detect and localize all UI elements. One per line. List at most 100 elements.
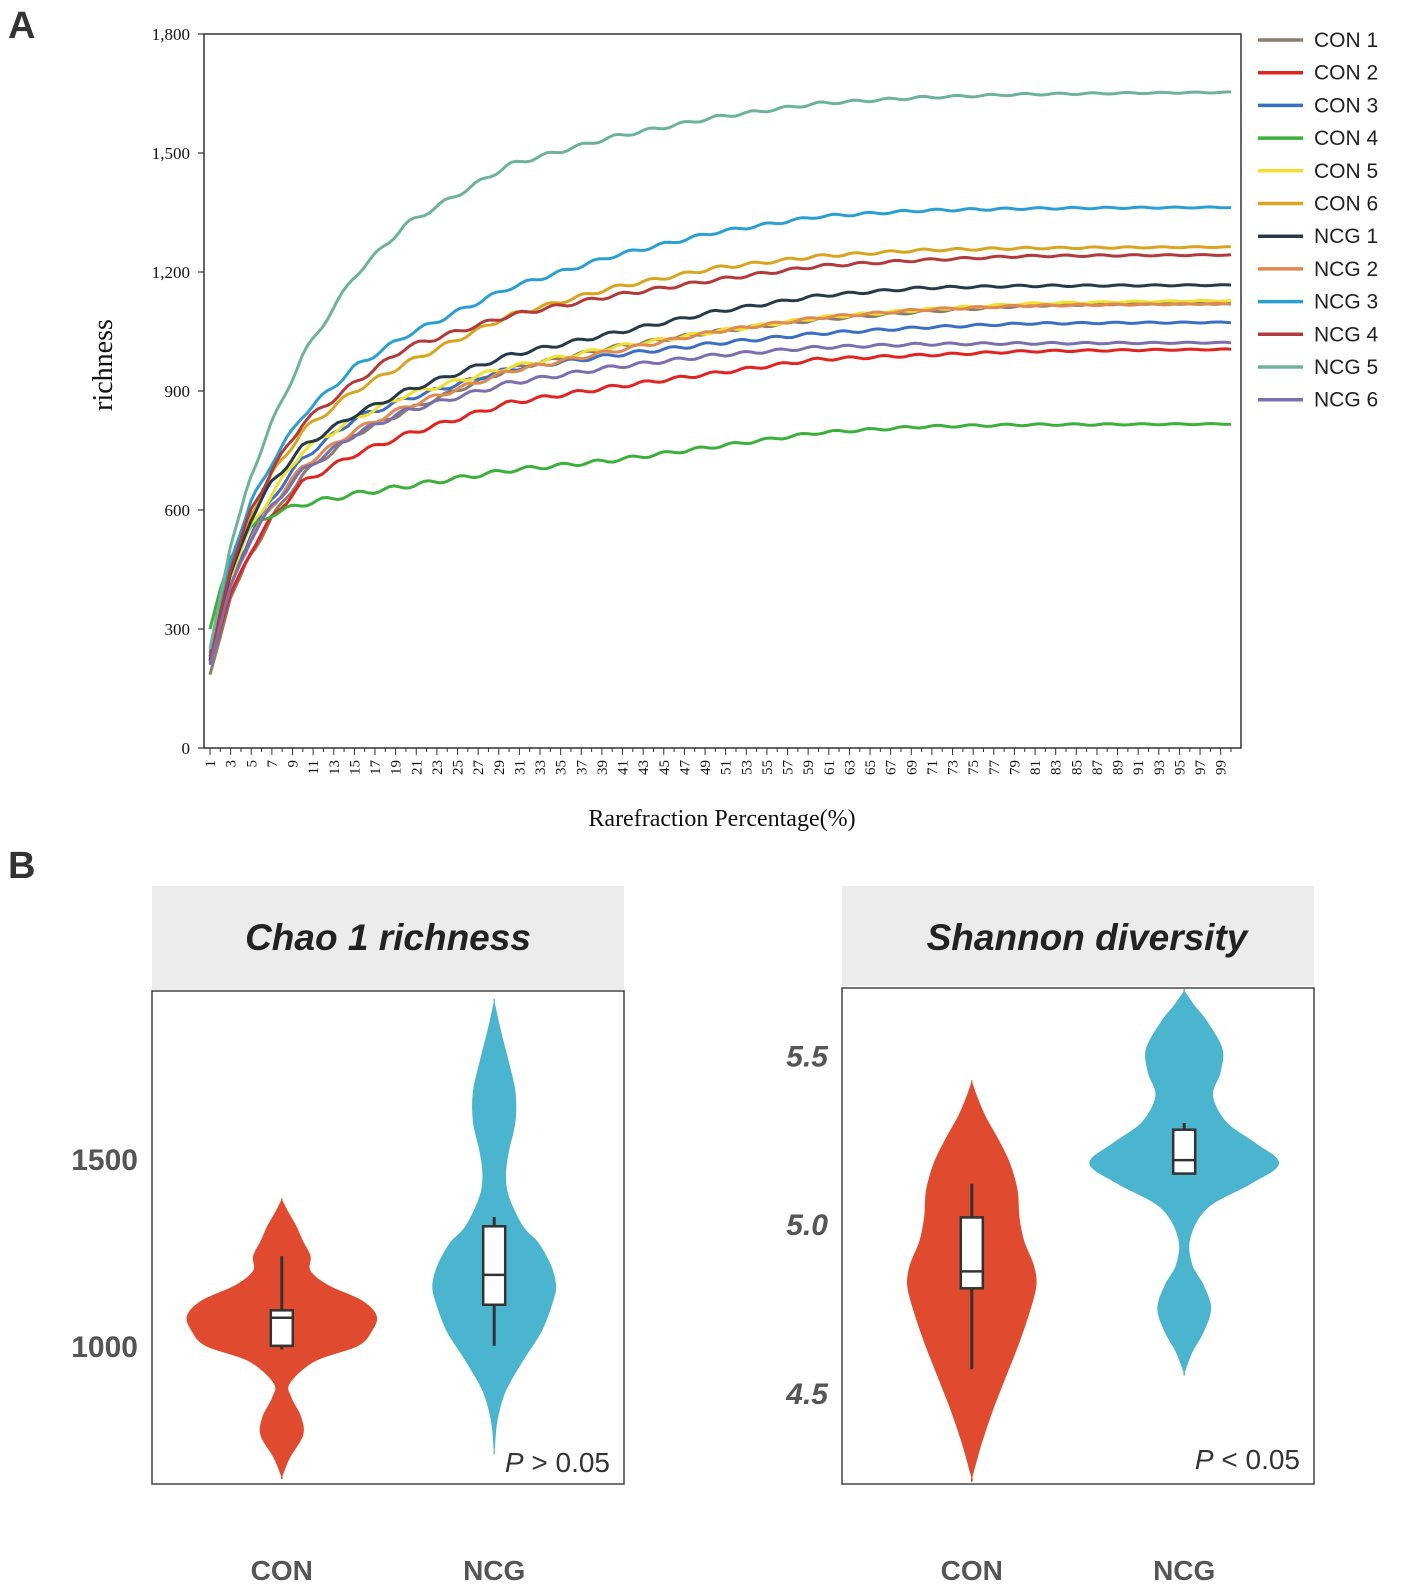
x-tick-label: 55 xyxy=(760,760,776,775)
y-tick-label: 1,800 xyxy=(152,25,190,44)
x-tick-label-con: CON xyxy=(941,1555,1003,1586)
legend-label: NCG 5 xyxy=(1314,356,1378,379)
shannon-p-label: P xyxy=(1195,1444,1214,1475)
x-tick-label: 11 xyxy=(306,760,322,774)
x-tick-label-ncg: NCG xyxy=(1153,1555,1215,1586)
x-tick-label: 25 xyxy=(451,760,467,775)
shannon-violins xyxy=(906,989,1280,1482)
x-tick-label: 13 xyxy=(327,760,343,775)
x-tick-label: 35 xyxy=(554,760,570,775)
shannon-violin-chart: Shannon diversity 4.5 5.0 5.5 CON NCG P < 0… xyxy=(785,886,1315,1586)
x-tick-label: 3 xyxy=(224,760,240,768)
x-tick-label: 85 xyxy=(1069,760,1085,775)
x-tick-label: 17 xyxy=(368,760,384,776)
series-line-ncg-1 xyxy=(208,283,1232,662)
panel-b-letter: B xyxy=(8,845,35,887)
x-tick-label: 15 xyxy=(347,760,363,775)
legend-label: NCG 3 xyxy=(1314,291,1378,314)
x-tick-label: 97 xyxy=(1193,760,1209,776)
x-tick-label: 29 xyxy=(492,760,508,775)
chao1-title: Chao 1 richness xyxy=(245,917,531,958)
x-tick-label: 45 xyxy=(657,760,673,775)
x-tick-label: 67 xyxy=(884,760,900,776)
chao1-p-value: P > 0.05 xyxy=(505,1447,610,1478)
x-tick-label: 43 xyxy=(636,760,652,775)
x-tick-label: 5 xyxy=(244,760,260,768)
y-tick-label: 0 xyxy=(182,739,191,758)
x-tick-label: 77 xyxy=(987,760,1003,776)
x-tick-label: 75 xyxy=(966,760,982,775)
x-axis-ticks: 1 3 5 7 9 11 13 15 17 19 21 23 25 27 29 31 33 35 37 39 41 43 4… xyxy=(203,748,1232,776)
y-tick-label: 4.5 xyxy=(785,1378,829,1411)
x-tick-label: 79 xyxy=(1007,760,1023,775)
x-tick-label-ncg: NCG xyxy=(463,1555,525,1586)
x-tick-label: 37 xyxy=(574,760,590,776)
series-line-con-6 xyxy=(208,245,1232,658)
chao1-violins xyxy=(186,998,557,1480)
x-tick-label: 21 xyxy=(409,760,425,775)
shannon-y-ticks: 4.5 5.0 5.5 xyxy=(785,1040,829,1410)
shannon-plot-frame xyxy=(841,987,1315,1485)
chao1-y-ticks: 1000 1500 xyxy=(71,1144,138,1364)
y-tick-label: 900 xyxy=(165,382,191,401)
violin-ncg xyxy=(1089,989,1280,1376)
box-ncg xyxy=(481,1225,507,1306)
x-tick-label: 59 xyxy=(801,760,817,775)
x-tick-label: 83 xyxy=(1049,760,1065,775)
legend-label: CON 6 xyxy=(1314,193,1378,216)
y-tick-label: 1000 xyxy=(71,1331,138,1364)
legend-label: CON 1 xyxy=(1314,29,1378,52)
x-tick-label: 61 xyxy=(822,760,838,775)
x-tick-label: 93 xyxy=(1152,760,1168,775)
series-line-con-4 xyxy=(208,422,1232,630)
legend-label: CON 5 xyxy=(1314,160,1378,183)
legend-label: CON 4 xyxy=(1314,127,1379,150)
chao1-p-label: P xyxy=(505,1447,524,1478)
series-line-ncg-3 xyxy=(208,205,1232,654)
legend-label: NCG 1 xyxy=(1314,225,1378,248)
y-tick-label: 5.0 xyxy=(786,1209,828,1242)
chao1-x-ticks: CON NCG xyxy=(251,1555,526,1586)
series-line-ncg-4 xyxy=(208,253,1232,658)
legend-label: CON 2 xyxy=(1314,62,1378,85)
x-tick-label-con: CON xyxy=(251,1555,313,1586)
x-tick-label: 23 xyxy=(430,760,446,775)
y-tick-label: 600 xyxy=(165,501,191,520)
x-tick-label: 99 xyxy=(1214,760,1230,775)
chao1-p-text: > 0.05 xyxy=(524,1447,610,1478)
box-ncg xyxy=(1171,1128,1197,1175)
x-tick-label: 33 xyxy=(533,760,549,775)
x-tick-label: 53 xyxy=(739,760,755,775)
chao1-plot-frame xyxy=(151,990,625,1485)
x-tick-label: 31 xyxy=(512,760,528,775)
x-tick-label: 19 xyxy=(389,760,405,775)
shannon-x-ticks: CON NCG xyxy=(941,1555,1216,1586)
shannon-p-text: < 0.05 xyxy=(1214,1444,1300,1475)
series-line-ncg-5 xyxy=(208,90,1232,650)
y-tick-label: 1,500 xyxy=(152,144,190,163)
series-line-con-3 xyxy=(208,320,1232,662)
x-tick-label: 7 xyxy=(265,760,281,768)
x-tick-label: 41 xyxy=(616,760,632,775)
shannon-title-strip xyxy=(842,886,1314,986)
series-line-ncg-6 xyxy=(208,340,1232,666)
x-tick-label: 9 xyxy=(286,760,302,768)
y-tick-label: 1,200 xyxy=(152,263,190,282)
x-tick-label: 27 xyxy=(471,760,487,776)
panel-a-letter: A xyxy=(8,5,35,47)
x-tick-label: 91 xyxy=(1131,760,1147,775)
legend-label: NCG 6 xyxy=(1314,389,1378,412)
x-tick-label: 63 xyxy=(842,760,858,775)
series-line-con-5 xyxy=(208,298,1232,658)
y-tick-label: 300 xyxy=(165,620,191,639)
y-tick-label: 1500 xyxy=(71,1144,138,1177)
series-lines xyxy=(208,90,1232,675)
box-con xyxy=(959,1216,985,1290)
y-axis-ticks: 0 300 600 900 1,200 1,500 1,800 xyxy=(152,25,204,758)
x-axis-label: Rarefraction Percentage(%) xyxy=(588,806,855,832)
x-tick-label: 57 xyxy=(781,760,797,776)
x-tick-label: 95 xyxy=(1172,760,1188,775)
legend: CON 1 CON 2 CON 3 CON 4 CON 5 CON 6 NCG 1 NCG 2… xyxy=(1258,29,1379,412)
x-tick-label: 65 xyxy=(863,760,879,775)
